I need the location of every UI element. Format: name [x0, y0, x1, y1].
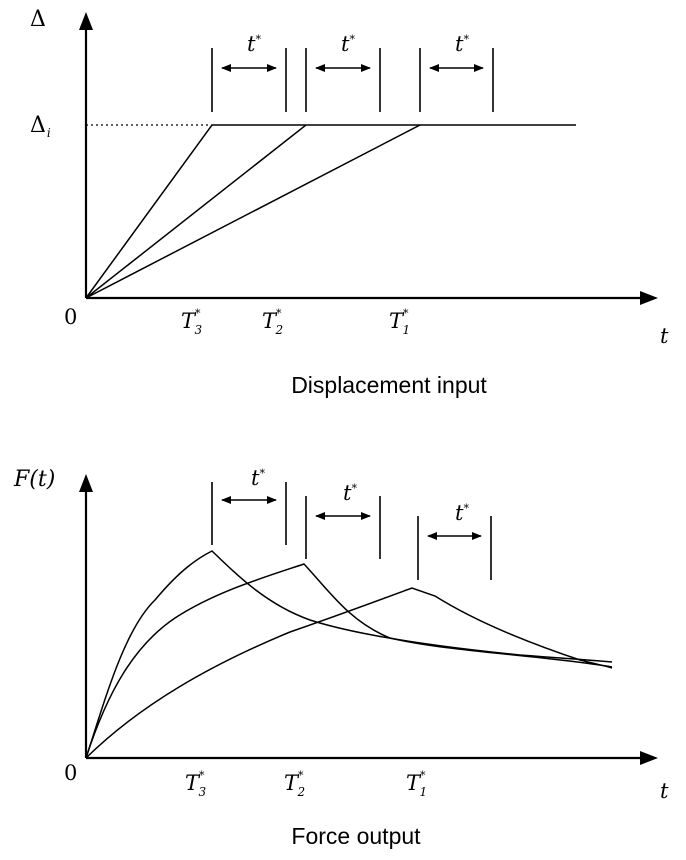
displacement-x-symbol: t: [660, 324, 669, 348]
displacement-panel: Δ Δi 0 t t* t* t* T* 3: [30, 7, 669, 398]
displacement-interval-T1: t*: [419, 32, 494, 112]
svg-text:t*: t*: [455, 501, 469, 525]
displacement-interval-T2: t*: [305, 32, 381, 112]
displacement-y-symbol: Δ: [30, 7, 46, 32]
force-curve-T3: [85, 550, 613, 759]
svg-text:t*: t*: [455, 32, 469, 56]
force-y-label: F(t): [13, 467, 55, 492]
force-y-arrow: [79, 474, 93, 492]
displacement-level-label: Δi: [30, 113, 51, 140]
displacement-y-arrow: [79, 12, 93, 30]
svg-text:t*: t*: [247, 32, 261, 56]
force-x-arrow: [640, 751, 658, 765]
force-tick-T2: T* 2: [284, 769, 305, 799]
displacement-caption: Displacement input: [291, 372, 487, 398]
svg-text:t*: t*: [251, 466, 265, 490]
displacement-origin-label: 0: [64, 305, 77, 329]
displacement-interval-T3: t*: [211, 32, 287, 112]
displacement-tick-T2: T* 2: [262, 307, 283, 337]
displacement-tick-T3: T* 3: [181, 307, 203, 337]
force-curve-T1: [85, 587, 613, 759]
displacement-tick-T1: T* 1: [389, 307, 410, 337]
force-interval-T3: t*: [211, 466, 287, 545]
force-panel: F(t) 0 t t* t* t* T* 3 T* 2 T* 1: [13, 466, 669, 849]
force-origin-label: 0: [64, 761, 77, 785]
force-x-symbol: t: [660, 779, 669, 803]
force-curve-T2: [85, 563, 613, 759]
force-tick-T3: T* 3: [185, 769, 207, 799]
svg-text:t*: t*: [341, 32, 355, 56]
force-interval-T1: t*: [417, 501, 492, 580]
displacement-ramp-T3: [85, 124, 213, 299]
displacement-ramp-T2: [85, 124, 307, 299]
force-caption: Force output: [291, 823, 421, 849]
displacement-ramp-T1: [85, 124, 421, 299]
force-tick-T1: T* 1: [406, 769, 427, 799]
displacement-x-arrow: [640, 291, 658, 305]
force-interval-T2: t*: [305, 481, 381, 559]
svg-text:t*: t*: [343, 481, 357, 505]
